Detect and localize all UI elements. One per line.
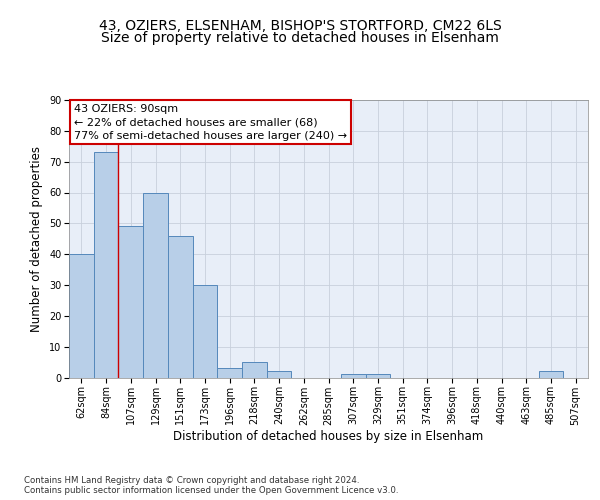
Bar	[242, 362, 267, 378]
Text: 43 OZIERS: 90sqm
← 22% of detached houses are smaller (68)
77% of semi-detached : 43 OZIERS: 90sqm ← 22% of detached house…	[74, 104, 347, 141]
Bar	[341, 374, 365, 378]
Text: 43, OZIERS, ELSENHAM, BISHOP'S STORTFORD, CM22 6LS: 43, OZIERS, ELSENHAM, BISHOP'S STORTFORD…	[98, 19, 502, 33]
Bar	[143, 192, 168, 378]
Bar	[94, 152, 118, 378]
Bar	[118, 226, 143, 378]
Y-axis label: Number of detached properties: Number of detached properties	[31, 146, 43, 332]
Bar	[267, 372, 292, 378]
Bar	[539, 372, 563, 378]
X-axis label: Distribution of detached houses by size in Elsenham: Distribution of detached houses by size …	[173, 430, 484, 443]
Bar	[365, 374, 390, 378]
Bar	[168, 236, 193, 378]
Bar	[69, 254, 94, 378]
Bar	[217, 368, 242, 378]
Bar	[193, 285, 217, 378]
Text: Contains HM Land Registry data © Crown copyright and database right 2024.
Contai: Contains HM Land Registry data © Crown c…	[24, 476, 398, 495]
Text: Size of property relative to detached houses in Elsenham: Size of property relative to detached ho…	[101, 31, 499, 45]
